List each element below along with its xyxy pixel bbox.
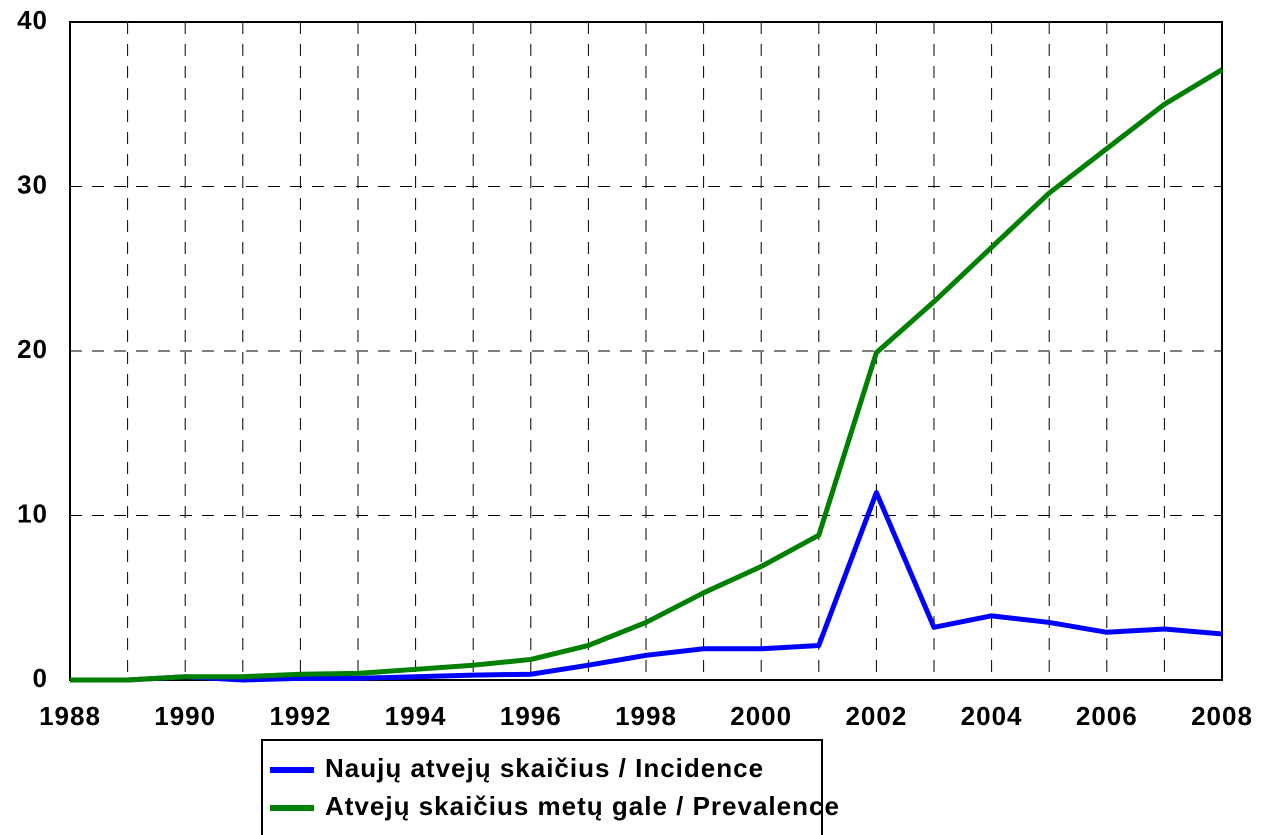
x-tick-label: 2004	[961, 701, 1023, 731]
x-tick-label: 1992	[269, 701, 331, 731]
y-tick-label: 40	[17, 5, 48, 35]
series-line	[70, 489, 1223, 683]
y-tick-label: 30	[17, 169, 48, 199]
legend-label: Atvejų skaičius metų gale / Prevalence	[325, 791, 840, 821]
legend-box	[261, 739, 823, 835]
legend-label: Naujų atvejų skaičius / Incidence	[325, 753, 764, 783]
y-tick-label: 10	[17, 498, 48, 528]
series-line	[70, 67, 1224, 683]
x-tick-label: 1994	[385, 701, 447, 731]
x-tick-label: 1990	[154, 701, 216, 731]
x-tick-label: 1998	[615, 701, 677, 731]
x-tick-label: 1996	[500, 701, 562, 731]
x-tick-label: 2002	[845, 701, 907, 731]
y-tick-label: 20	[17, 334, 48, 364]
y-tick-label: 0	[33, 663, 48, 693]
plot-frame	[69, 21, 1223, 681]
x-tick-label: 2000	[730, 701, 792, 731]
x-tick-label: 2008	[1191, 701, 1253, 731]
x-tick-label: 1988	[39, 701, 101, 731]
x-tick-label: 2006	[1076, 701, 1138, 731]
